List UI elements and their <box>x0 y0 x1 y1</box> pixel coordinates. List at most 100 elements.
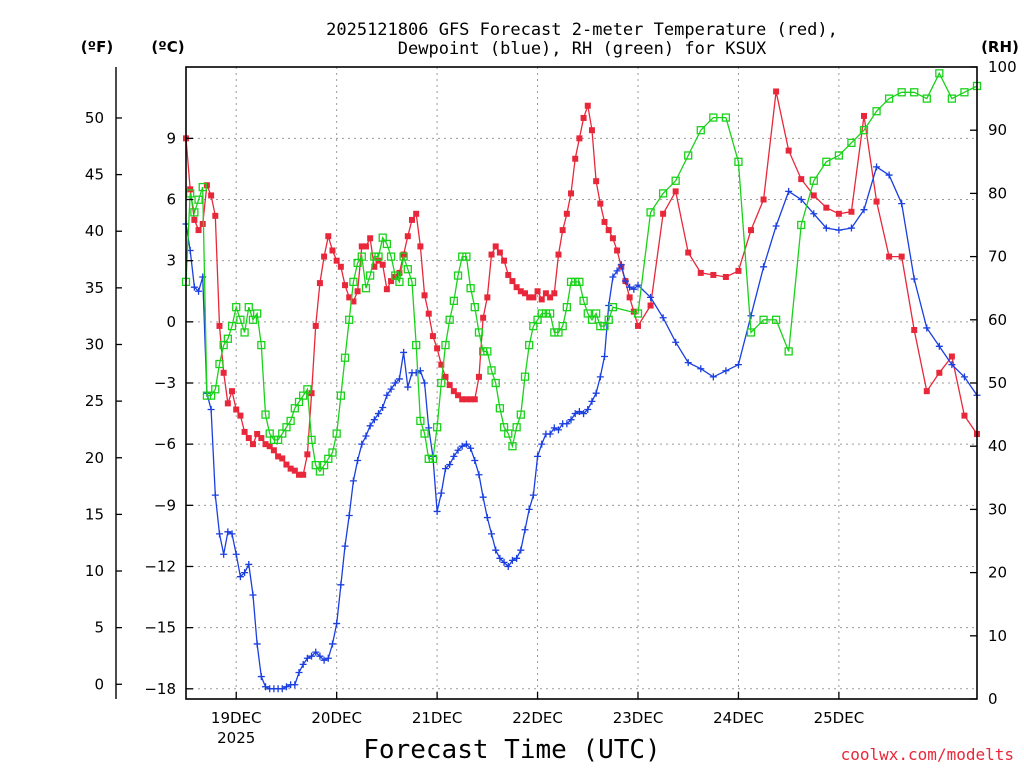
dewpoint-point <box>923 324 931 332</box>
rh-point <box>797 220 806 230</box>
temperature-point <box>308 390 315 397</box>
temperature-point <box>492 243 499 250</box>
rh-point <box>646 208 655 217</box>
dewpoint-point <box>312 648 320 656</box>
rh-point <box>374 252 383 261</box>
temperature-point <box>425 310 432 317</box>
temperature-point <box>505 271 512 278</box>
rh-point <box>545 309 555 318</box>
rh-point <box>596 321 605 331</box>
rh-point <box>206 391 216 400</box>
temperature-point <box>203 182 210 189</box>
rh-tick-label: 70 <box>988 248 1007 266</box>
temperature-point <box>421 292 428 299</box>
dewpoint-point <box>299 660 307 668</box>
temperature-point <box>773 88 780 95</box>
rh-tick-label: 60 <box>988 311 1007 329</box>
temperature-point <box>572 155 579 162</box>
temperature-point <box>362 243 369 250</box>
fahrenheit-unit-label: (ºF) <box>81 38 113 56</box>
x-tick-sublabel: 2025 <box>217 729 255 747</box>
rh-point <box>332 429 341 438</box>
rh-point <box>771 315 781 324</box>
temperature-point <box>936 369 943 376</box>
dewpoint-point <box>308 652 316 660</box>
rh-point <box>324 454 333 463</box>
dewpoint-point <box>249 591 257 599</box>
dewpoint-point <box>617 261 625 269</box>
dewpoint-point <box>454 446 462 454</box>
dewpoint-point <box>467 444 475 452</box>
dewpoint-point <box>228 530 236 538</box>
temperature-point <box>785 147 792 154</box>
rh-point <box>361 284 371 293</box>
temperature-point <box>467 396 474 403</box>
temperature-point <box>358 243 365 250</box>
dewpoint-point <box>772 222 780 230</box>
dewpoint-point <box>521 526 529 534</box>
dewpoint-point <box>634 281 642 289</box>
dewpoint-point <box>400 348 408 356</box>
rh-point <box>198 182 207 192</box>
temperature-point <box>526 294 533 301</box>
fahrenheit-tick-label: 25 <box>85 392 104 410</box>
credit-link[interactable]: coolwx.com/modelts <box>841 745 1014 764</box>
rh-point <box>248 315 258 324</box>
rh-tick-label: 30 <box>988 500 1007 518</box>
rh-point <box>935 69 944 78</box>
rh-point <box>265 429 274 438</box>
rh-point <box>512 423 521 432</box>
rh-point <box>273 435 283 445</box>
dewpoint-point <box>421 379 429 387</box>
dewpoint-point <box>295 668 303 676</box>
dewpoint-point <box>262 683 270 691</box>
dewpoint-point <box>320 656 328 664</box>
dewpoint-line <box>185 165 978 690</box>
rh-point <box>319 461 329 470</box>
rh-point <box>462 252 471 261</box>
rh-tick-label: 40 <box>988 437 1007 455</box>
celsius-tick-label: −18 <box>144 680 176 698</box>
rh-point <box>428 454 438 463</box>
rh-point <box>303 385 312 394</box>
temperature-point <box>346 294 353 301</box>
rh-point <box>558 321 567 331</box>
temperature-point <box>241 428 248 435</box>
temperature-point <box>798 176 805 183</box>
rh-point <box>278 429 287 438</box>
temperature-point <box>861 112 867 119</box>
dewpoint-point <box>609 273 617 281</box>
rh-point <box>353 258 362 268</box>
dewpoint-point <box>910 275 918 283</box>
temperature-point <box>237 412 244 419</box>
fahrenheit-tick-label: 50 <box>85 109 104 127</box>
dewpoint-point <box>224 528 232 536</box>
temperature-point <box>208 192 215 199</box>
temperature-point <box>835 210 842 217</box>
rh-point <box>495 404 505 413</box>
rh-point <box>478 347 488 356</box>
rh-point <box>884 94 894 103</box>
rh-unit-label: (RH) <box>981 38 1019 56</box>
rh-point <box>357 252 366 261</box>
x-tick-label: 23DEC <box>613 709 664 727</box>
temperature-point <box>588 127 595 134</box>
rh-point <box>516 410 525 419</box>
dewpoint-point <box>575 408 583 416</box>
celsius-tick-label: 9 <box>166 129 176 147</box>
dewpoint-point <box>450 452 458 460</box>
dewpoint-point <box>584 406 592 414</box>
dewpoint-point <box>534 452 542 460</box>
dewpoint-point <box>860 206 868 214</box>
rh-point <box>910 88 919 97</box>
dewpoint-point <box>479 493 487 501</box>
dewpoint-point <box>873 163 881 171</box>
rh-point <box>809 176 818 185</box>
rh-tick-label: 0 <box>988 690 998 708</box>
rh-point <box>520 372 530 381</box>
dewpoint-point <box>337 581 345 589</box>
dewpoint-point <box>672 338 680 346</box>
temperature-point <box>371 263 378 270</box>
rh-point <box>591 309 601 318</box>
rh-point <box>859 126 869 135</box>
